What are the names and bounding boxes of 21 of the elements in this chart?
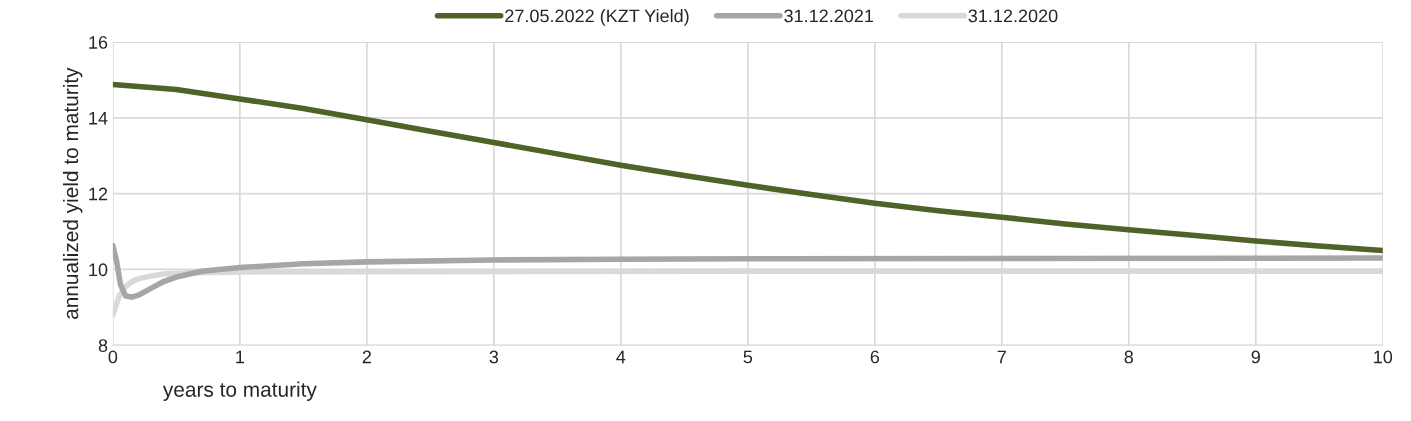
x-tick-label: 9 <box>1251 350 1260 364</box>
x-tick-label: 4 <box>616 350 626 364</box>
x-tick-label: 5 <box>743 350 753 364</box>
x-tick-label: 7 <box>997 350 1006 364</box>
x-tick-label: 1 <box>236 350 245 364</box>
x-tick-label: 3 <box>489 350 499 364</box>
legend-label: 31.12.2020 <box>968 9 1058 23</box>
x-tick-label: 8 <box>1124 350 1134 364</box>
legend-label: 27.05.2022 (KZT Yield) <box>505 9 689 26</box>
x-tick-label: 6 <box>870 350 880 364</box>
y-tick-label: 14 <box>89 112 108 125</box>
x-tick-label: 10 <box>1374 350 1393 364</box>
y-axis-title: annualized yield to maturity <box>62 67 83 319</box>
y-tick-label: 8 <box>98 339 108 352</box>
x-tick-label: 2 <box>362 350 371 364</box>
x-tick-label: 0 <box>108 350 118 364</box>
y-tick-label: 16 <box>89 36 108 49</box>
y-tick-label: 10 <box>89 263 108 277</box>
legend-label: 31.12.2021 <box>784 9 874 23</box>
x-axis-title: years to maturity <box>162 381 317 402</box>
y-tick-label: 12 <box>89 187 108 201</box>
